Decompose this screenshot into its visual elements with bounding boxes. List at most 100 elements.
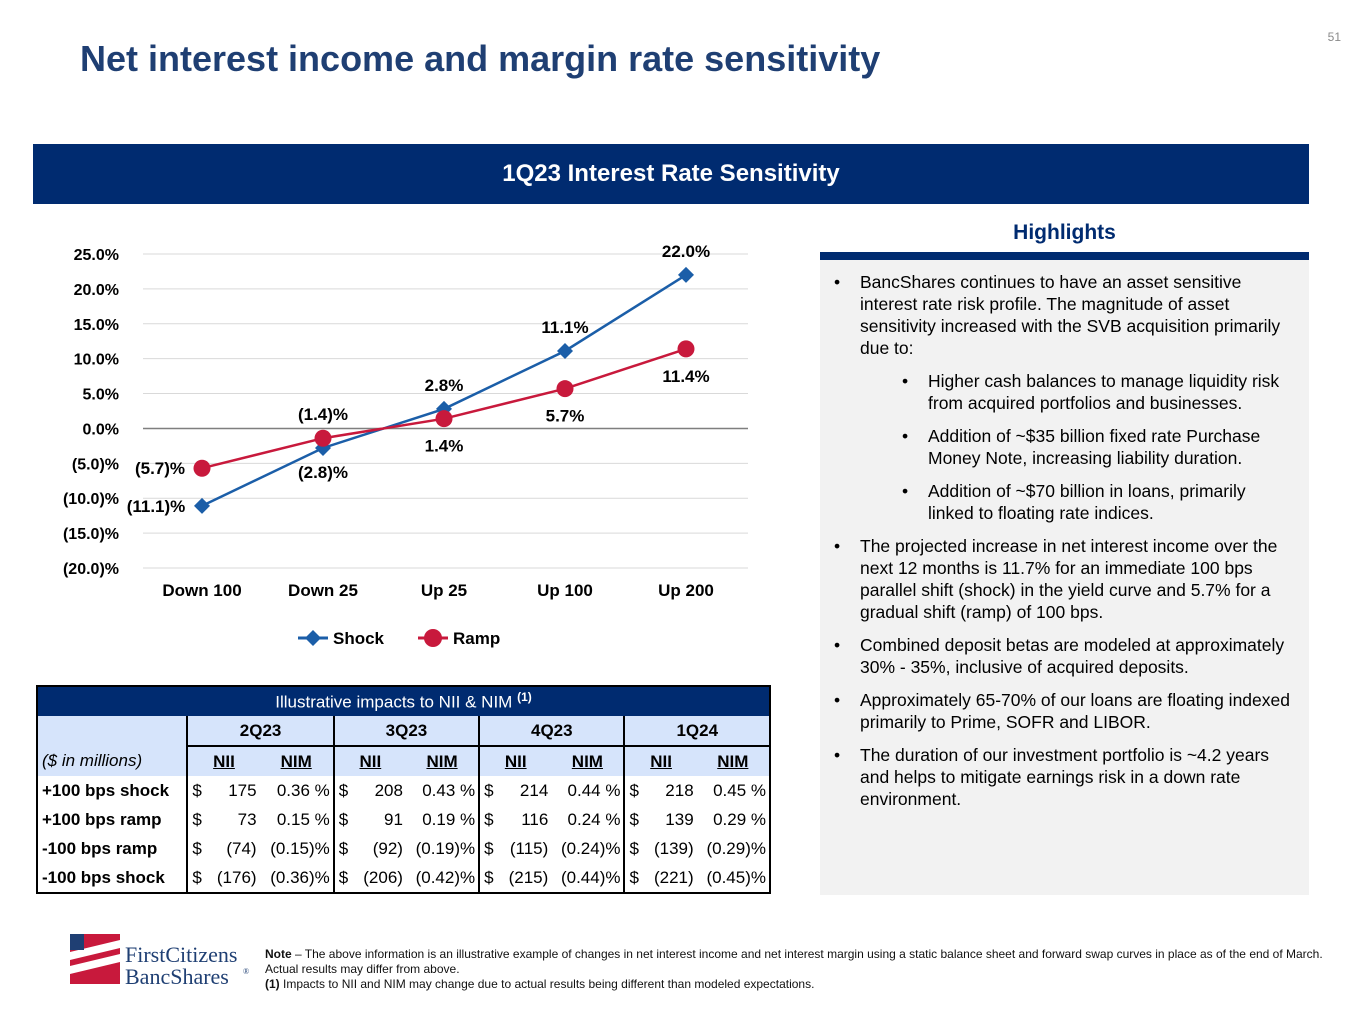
nii-value: 208 — [374, 780, 403, 800]
nim-value: 0.24 % — [567, 809, 621, 829]
nim-value: 0.29 % — [713, 809, 766, 829]
dollar-sign: $ — [623, 776, 647, 805]
nii-header: NII — [186, 746, 260, 776]
nii-value: (74) — [226, 838, 257, 858]
first-citizens-logo: FirstCitizens BancShares ® — [70, 934, 249, 989]
dollar-sign: $ — [623, 863, 647, 893]
nii-value: (115) — [509, 838, 549, 858]
nim-value: (0.36)% — [270, 867, 330, 887]
dollar-sign: $ — [478, 805, 502, 834]
nim-value: (0.42)% — [415, 867, 476, 887]
nim-header: NIM — [405, 746, 480, 776]
shock-point — [436, 400, 452, 417]
row-label: +100 bps ramp — [42, 809, 162, 829]
logo-registered-mark: ® — [243, 967, 249, 976]
ramp-point — [435, 410, 453, 428]
note-lead: Note — [265, 947, 292, 961]
nii-header: NII — [623, 746, 697, 776]
data-label: 11.1% — [541, 318, 588, 337]
dollar-sign: $ — [332, 834, 356, 863]
y-tick-label: 10.0% — [74, 352, 119, 369]
dollar-sign: $ — [623, 834, 647, 863]
table-row: -100 bps shock $ (176) (0.36)% $ (206) (0.42)%… — [37, 863, 770, 893]
nim-header: NIM — [259, 746, 334, 776]
nii-nim-table: Illustrative impacts to NII & NIM (1) 2Q… — [36, 685, 771, 894]
nii-value: 218 — [665, 780, 694, 800]
nim-value: 0.15 % — [276, 809, 330, 829]
table-row: +100 bps ramp $73 0.15 % $91 0.19 % $116 0.24 … — [37, 805, 770, 834]
footnote-number: (1) — [265, 977, 280, 991]
footnote-text: Impacts to NII and NIM may change due to… — [279, 977, 815, 991]
table-row: -100 bps ramp $ (74) (0.15)% $ (92) (0.19)% $ (1… — [37, 834, 770, 863]
nim-value: 0.44 % — [567, 780, 621, 800]
data-label: 11.4% — [662, 367, 709, 386]
y-tick-label: (5.0)% — [72, 456, 119, 473]
highlights-title: Highlights — [820, 214, 1309, 260]
page-number: 51 — [1327, 30, 1341, 44]
nim-value: (0.29)% — [706, 838, 766, 858]
legend-shock-marker — [305, 630, 321, 646]
ramp-point — [314, 429, 332, 447]
nii-value: 116 — [521, 809, 549, 829]
highlights-list: BancShares continues to have an asset se… — [820, 260, 1309, 810]
nim-value: 0.19 % — [422, 809, 476, 829]
highlights-panel: Highlights BancShares continues to have … — [820, 214, 1309, 895]
nim-header: NIM — [551, 746, 625, 776]
y-tick-label: 5.0% — [83, 387, 119, 404]
nii-value: 73 — [237, 809, 257, 829]
ramp-point — [677, 340, 695, 358]
dollar-sign: $ — [332, 776, 356, 805]
nim-value: 0.43 % — [422, 780, 476, 800]
dollar-sign: $ — [186, 834, 210, 863]
shock-point — [678, 266, 694, 283]
shock-point — [194, 497, 210, 514]
dollar-sign: $ — [623, 805, 647, 834]
nii-value: (215) — [508, 867, 549, 887]
dollar-sign: $ — [186, 776, 210, 805]
highlight-bullet: Approximately 65-70% of our loans are fl… — [834, 689, 1291, 733]
row-label: -100 bps ramp — [42, 838, 158, 858]
ramp-point — [556, 380, 574, 398]
quarter-header: 2Q23 — [186, 716, 334, 747]
table-row: +100 bps shock $175 0.36 % $208 0.43 % $214 0.… — [37, 776, 770, 805]
data-label: (11.1)% — [127, 497, 186, 516]
x-tick-label: Down 100 — [162, 581, 241, 600]
highlight-bullet: The duration of our investment portfolio… — [834, 744, 1291, 810]
y-tick-label: 20.0% — [74, 282, 119, 299]
quarter-header: 1Q24 — [623, 716, 770, 747]
nii-value: 175 — [228, 780, 257, 800]
nii-value: (176) — [216, 867, 257, 887]
x-tick-label: Up 100 — [537, 581, 593, 600]
quarter-header: 4Q23 — [478, 716, 625, 747]
nii-value: 214 — [519, 780, 549, 800]
nii-header: NII — [478, 746, 552, 776]
highlight-bullet: BancShares continues to have an asset se… — [834, 271, 1291, 359]
ramp-point — [193, 459, 211, 477]
nii-value: (139) — [653, 838, 694, 858]
y-tick-label: (20.0)% — [63, 561, 119, 578]
table-units: ($ in millions) — [37, 746, 188, 776]
nim-value: 0.36 % — [276, 780, 330, 800]
legend-shock-label: Shock — [333, 629, 385, 648]
nim-value: (0.19)% — [415, 838, 476, 858]
nii-value: (221) — [653, 867, 694, 887]
dollar-sign: $ — [478, 834, 502, 863]
dollar-sign: $ — [478, 776, 502, 805]
y-tick-label: 0.0% — [83, 421, 119, 438]
highlight-bullet: Combined deposit betas are modeled at ap… — [834, 634, 1291, 678]
data-label: 22.0% — [662, 242, 710, 261]
x-tick-label: Up 200 — [658, 581, 714, 600]
y-tick-label: (10.0)% — [63, 491, 119, 508]
highlight-bullet: The projected increase in net interest i… — [834, 535, 1291, 623]
dollar-sign: $ — [186, 863, 210, 893]
nim-header: NIM — [696, 746, 770, 776]
x-tick-label: Up 25 — [421, 581, 467, 600]
highlight-sub-bullet: Higher cash balances to manage liquidity… — [834, 370, 1291, 414]
footnote: Note – The above information is an illus… — [265, 947, 1340, 992]
x-tick-label: Down 25 — [288, 581, 358, 600]
data-label: (1.4)% — [298, 405, 348, 424]
y-tick-label: 15.0% — [74, 317, 119, 334]
data-label: (2.8)% — [298, 463, 348, 482]
shock-point — [557, 342, 573, 359]
dollar-sign: $ — [186, 805, 210, 834]
